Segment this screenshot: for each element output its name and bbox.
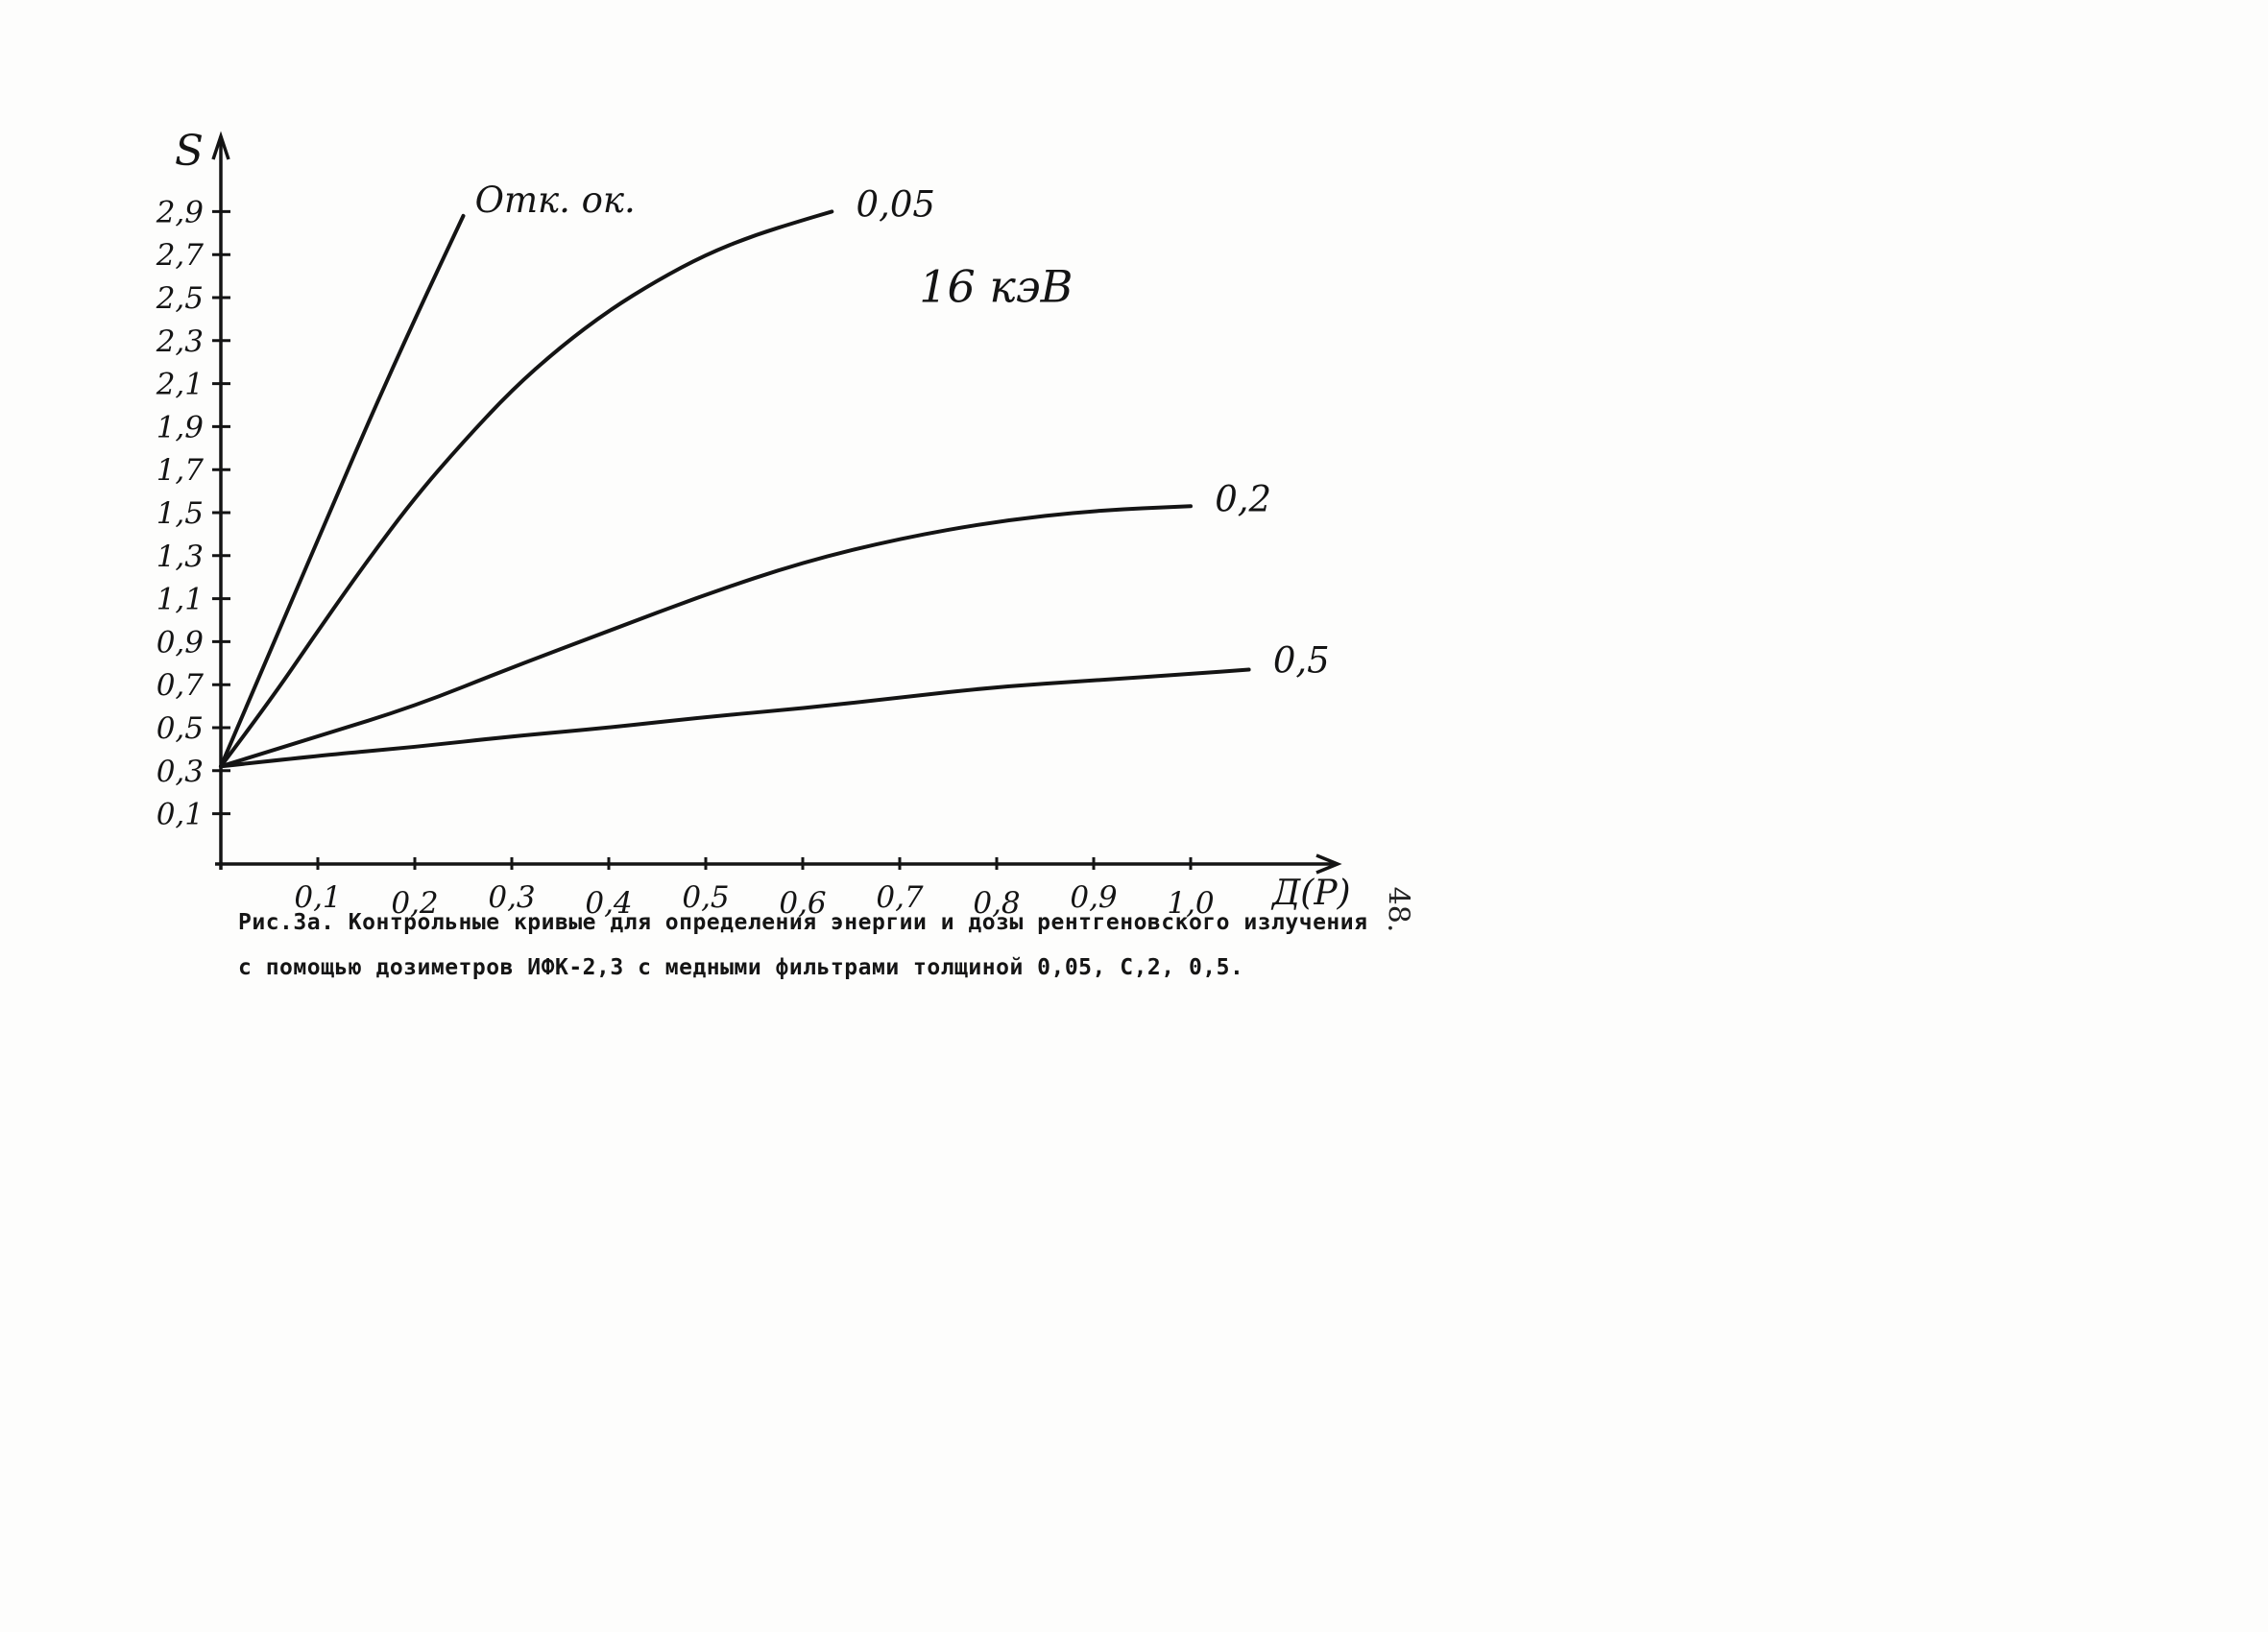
- y-tick-label: 1,3: [157, 540, 204, 574]
- y-tick-label: 1,7: [157, 453, 205, 488]
- figure-caption-line2: с помощью дозиметров ИФК-2,3 с медными ф…: [238, 955, 1244, 980]
- y-axis-arrow: [211, 131, 230, 160]
- curve-label-0,5: 0,5: [1273, 640, 1330, 682]
- x-tick-label: 0,8: [973, 886, 1020, 921]
- x-axis-arrow: [1315, 853, 1342, 875]
- curve-label-0,05: 0,05: [857, 184, 935, 226]
- x-tick-label: 1,0: [1167, 886, 1214, 921]
- y-tick-label: 0,5: [157, 711, 204, 746]
- x-tick-label: 0,3: [488, 880, 535, 915]
- x-tick-label: 0,2: [391, 886, 438, 921]
- y-axis-title: S: [175, 127, 204, 176]
- page-number: 48.: [1381, 886, 1415, 933]
- curve-label-Отк. ок.: Отк. ок.: [475, 180, 636, 221]
- x-tick-label: 0,5: [682, 880, 729, 915]
- x-axis-title: Д(Р): [1270, 874, 1351, 913]
- curve-0,5: [219, 667, 1251, 769]
- x-tick-label: 0,6: [779, 886, 826, 921]
- y-tick-label: 2,7: [156, 238, 205, 273]
- curve-Отк. ок.: [219, 213, 466, 769]
- y-tick-label: 1,1: [157, 583, 204, 617]
- y-tick-label: 2,9: [156, 195, 204, 229]
- y-tick-label: 1,9: [157, 410, 204, 444]
- x-tick-label: 0,7: [876, 880, 924, 915]
- x-tick-label: 0,9: [1070, 880, 1117, 915]
- y-tick-label: 0,3: [157, 755, 204, 789]
- curve-0,2: [219, 504, 1193, 769]
- figure-caption-line1: Рис.3а. Контрольные кривые для определен…: [238, 910, 1368, 935]
- y-tick-label: 0,9: [157, 625, 204, 660]
- energy-annotation: 16 кэВ: [919, 260, 1073, 312]
- y-tick-label: 2,5: [156, 281, 204, 316]
- figure-caption: Рис.3а. Контрольные кривые для определен…: [238, 900, 1371, 991]
- x-tick-label: 0,1: [294, 880, 341, 915]
- y-tick-label: 2,3: [156, 324, 204, 359]
- x-tick-label: 0,4: [585, 886, 632, 921]
- y-tick-label: 0,1: [157, 798, 204, 832]
- y-tick-label: 2,1: [156, 368, 204, 402]
- y-tick-label: 1,5: [157, 496, 204, 531]
- curve-0,05: [219, 209, 834, 769]
- y-tick-label: 0,7: [157, 668, 205, 703]
- curve-label-0,2: 0,2: [1215, 479, 1271, 520]
